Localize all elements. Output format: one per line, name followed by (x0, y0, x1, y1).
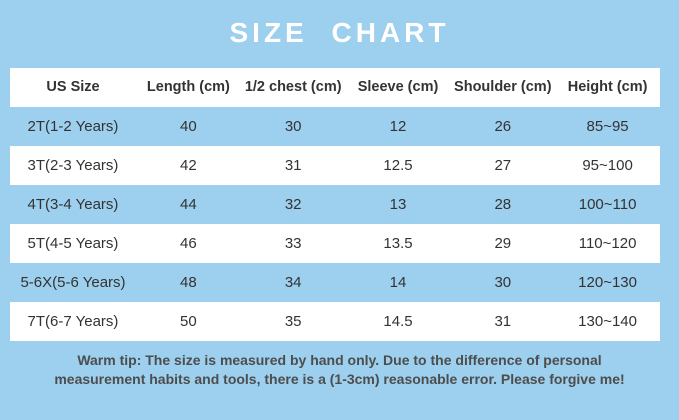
cell-sleeve: 14.5 (383, 313, 413, 330)
cell-size: 5T(4-5 Years) (27, 235, 119, 252)
cell-length: 40 (180, 118, 197, 135)
cell-size: 7T(6-7 Years) (27, 313, 119, 330)
cell-shoulder: 26 (494, 118, 512, 135)
size-chart-table: US Size Length (cm) 1/2 chest (cm) Sleev… (10, 68, 660, 341)
cell-height: 95~100 (582, 157, 633, 174)
cell-height: 100~110 (578, 196, 637, 213)
table-row: 3T(2-3 Years) 42 31 12.5 27 95~100 (10, 146, 660, 185)
cell-sleeve: 13 (389, 196, 407, 213)
cell-shoulder: 29 (494, 235, 512, 252)
cell-length: 44 (180, 196, 197, 213)
cell-length: 50 (180, 313, 197, 330)
table-row: 5-6X(5-6 Years) 48 34 14 30 120~130 (10, 263, 660, 302)
warm-tip-text: Warm tip: The size is measured by hand o… (54, 352, 625, 387)
header-cell-length: Length (cm) (146, 79, 230, 95)
cell-sleeve: 12 (389, 118, 407, 135)
cell-shoulder: 27 (494, 157, 512, 174)
cell-chest: 32 (284, 196, 302, 213)
header-cell-sleeve: Sleeve (cm) (357, 79, 439, 95)
cell-height: 85~95 (586, 118, 629, 135)
cell-height: 130~140 (578, 313, 637, 330)
cell-chest: 34 (284, 274, 302, 291)
cell-shoulder: 28 (494, 196, 512, 213)
table-row: 2T(1-2 Years) 40 30 12 26 85~95 (10, 107, 660, 146)
cell-sleeve: 14 (389, 274, 407, 291)
cell-sleeve: 12.5 (383, 157, 413, 174)
header-cell-us-size: US Size (46, 79, 100, 95)
cell-sleeve: 13.5 (383, 235, 413, 252)
cell-size: 4T(3-4 Years) (27, 196, 119, 213)
cell-length: 42 (180, 157, 197, 174)
warm-tip-note: Warm tip: The size is measured by hand o… (0, 351, 679, 389)
cell-size: 3T(2-3 Years) (27, 157, 119, 174)
table-header-row: US Size Length (cm) 1/2 chest (cm) Sleev… (10, 68, 660, 107)
cell-size: 5-6X(5-6 Years) (20, 274, 126, 291)
cell-chest: 31 (284, 157, 302, 174)
cell-shoulder: 31 (494, 313, 512, 330)
table-row: 5T(4-5 Years) 46 33 13.5 29 110~120 (10, 224, 660, 263)
cell-chest: 35 (284, 313, 302, 330)
page-title: SIZE CHART (229, 17, 450, 48)
cell-height: 110~120 (578, 235, 637, 252)
cell-length: 46 (180, 235, 197, 252)
cell-height: 120~130 (578, 274, 637, 291)
cell-length: 48 (180, 274, 197, 291)
table-row: 7T(6-7 Years) 50 35 14.5 31 130~140 (10, 302, 660, 341)
cell-size: 2T(1-2 Years) (27, 118, 119, 135)
table-row: 4T(3-4 Years) 44 32 13 28 100~110 (10, 185, 660, 224)
cell-shoulder: 30 (494, 274, 512, 291)
cell-chest: 30 (284, 118, 302, 135)
cell-chest: 33 (284, 235, 302, 252)
header-cell-shoulder: Shoulder (cm) (454, 79, 552, 95)
header-cell-height: Height (cm) (567, 79, 648, 95)
header-cell-half-chest: 1/2 chest (cm) (244, 79, 342, 95)
